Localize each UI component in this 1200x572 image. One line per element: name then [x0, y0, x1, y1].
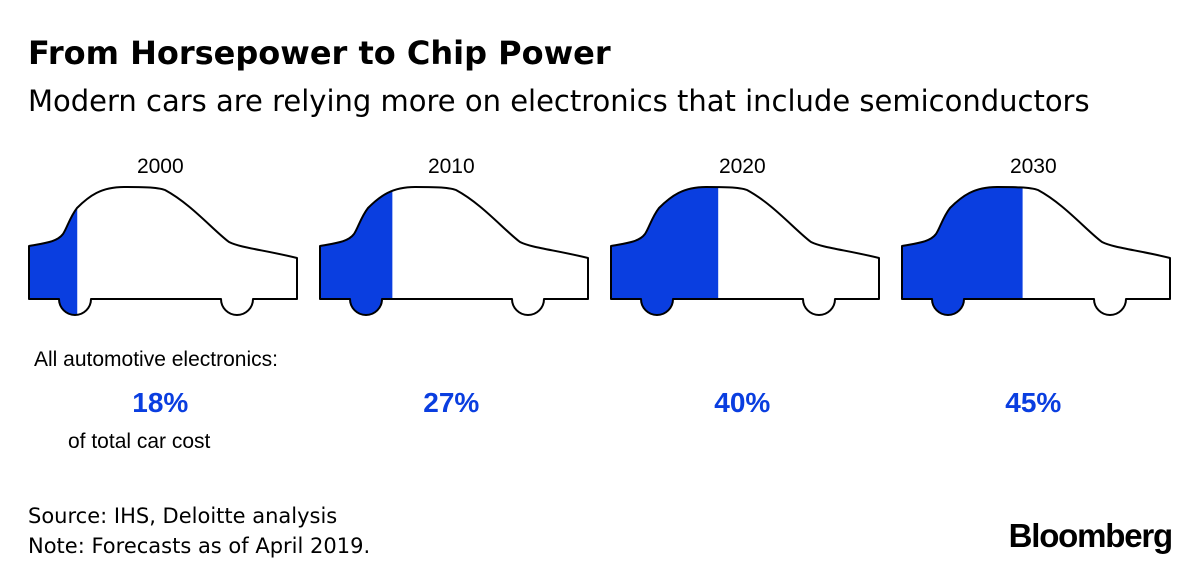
year-label: 2030 [1010, 155, 1057, 178]
car-chart: 2000 18% 2010 27% 2020 40% 2030 45% [28, 155, 1171, 418]
car-2020: 2020 40% [610, 155, 880, 418]
car-outline [28, 186, 298, 316]
bloomberg-logo: Bloomberg [1008, 517, 1174, 554]
value-label: 27% [423, 387, 479, 418]
value-label: 45% [1005, 387, 1061, 418]
car-fill-bar [320, 187, 393, 315]
chart-subtitle: Modern cars are relying more on electron… [28, 84, 1090, 118]
car-outline [319, 186, 589, 316]
year-label: 2010 [428, 155, 475, 178]
car-2030: 2030 45% [901, 155, 1171, 418]
year-label: 2020 [719, 155, 766, 178]
year-label: 2000 [137, 155, 184, 178]
car-fill-bar [611, 187, 719, 315]
forecast-note: Note: Forecasts as of April 2019. [28, 534, 371, 558]
car-fill-bar [902, 187, 1023, 315]
car-2000: 2000 18% [28, 155, 298, 418]
source-note: Source: IHS, Deloitte analysis [28, 504, 338, 528]
car-outline [901, 186, 1171, 316]
value-label: 40% [714, 387, 770, 418]
chart-title: From Horsepower to Chip Power [28, 34, 611, 72]
label-outro: of total car cost [68, 430, 211, 453]
car-outline [610, 186, 880, 316]
value-label: 18% [132, 387, 188, 418]
car-2010: 2010 27% [319, 155, 589, 418]
car-body [29, 187, 297, 315]
label-intro: All automotive electronics: [34, 348, 278, 371]
cars-layer: 2000 18% 2010 27% 2020 40% 2030 45% [28, 155, 1171, 418]
